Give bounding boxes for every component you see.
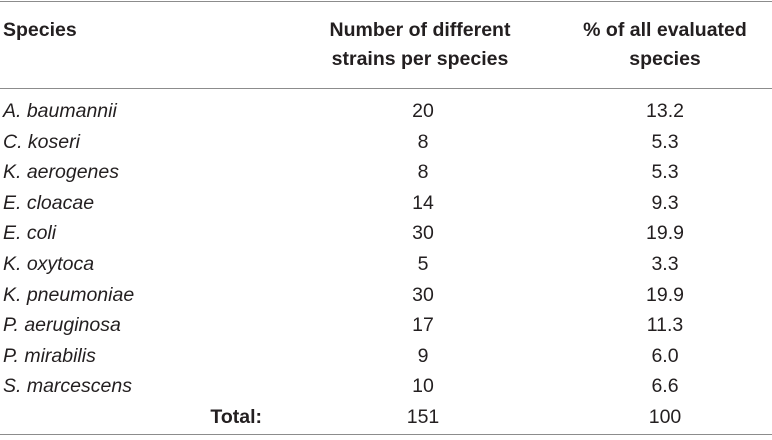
header-strains: Number of different strains per species <box>295 16 545 74</box>
percent-cell: 5.3 <box>651 130 679 153</box>
table-row: S. marcescens 10 6.6 <box>0 371 772 402</box>
percent-cell: 6.6 <box>651 375 679 398</box>
percent-cell: 19.9 <box>646 283 684 306</box>
strains-cell: 8 <box>417 130 429 153</box>
header-percent-line1: % of all evaluated <box>583 19 747 41</box>
header-species: Species <box>3 16 77 45</box>
header-strains-line2: strains per species <box>331 48 509 70</box>
table-row: E. cloacae 14 9.3 <box>0 188 772 219</box>
species-cell: S. marcescens <box>3 375 132 398</box>
table-top-rule <box>0 1 772 2</box>
strains-cell: 20 <box>412 100 434 122</box>
table-row: A. baumannii 20 13.2 <box>0 96 772 127</box>
table-bottom-rule <box>0 434 772 435</box>
total-percent-cell: 100 <box>648 405 682 428</box>
species-cell: E. cloacae <box>3 191 95 214</box>
header-species-label: Species <box>3 19 77 41</box>
total-label: Total: <box>210 405 262 428</box>
strains-cell: 30 <box>412 222 434 245</box>
species-cell: P. mirabilis <box>3 344 96 367</box>
percent-cell: 11.3 <box>646 314 684 337</box>
percent-cell: 3.3 <box>651 252 679 275</box>
species-cell: K. oxytoca <box>3 252 95 275</box>
total-row: Total: 151 100 <box>0 402 772 433</box>
strains-cell: 14 <box>412 191 434 214</box>
species-cell: E. coli <box>3 222 57 245</box>
table-row: K. aerogenes 8 5.3 <box>0 157 772 188</box>
table-row: K. oxytoca 5 3.3 <box>0 249 772 280</box>
percent-cell: 19.9 <box>646 222 684 245</box>
strains-cell: 5 <box>417 252 429 275</box>
table-row: K. pneumoniae 30 19.9 <box>0 280 772 311</box>
strains-cell: 17 <box>412 314 434 337</box>
header-percent-line2: species <box>629 48 701 70</box>
percent-cell: 5.3 <box>651 161 679 184</box>
table-row: C. koseri 8 5.3 <box>0 127 772 158</box>
header-divider-rule <box>0 88 772 89</box>
header-strains-line1: Number of different <box>329 19 511 41</box>
header-percent: % of all evaluated species <box>560 16 770 74</box>
total-strains-cell: 151 <box>406 405 440 428</box>
percent-cell: 9.3 <box>651 191 679 214</box>
table-body: A. baumannii 20 13.2 C. koseri 8 5.3 K. … <box>0 96 772 433</box>
strains-cell: 30 <box>412 283 434 306</box>
species-cell: A. baumannii <box>3 100 117 122</box>
species-cell: C. koseri <box>3 130 80 153</box>
species-cell: P. aeruginosa <box>3 314 121 337</box>
percent-cell: 13.2 <box>646 100 684 122</box>
percent-cell: 6.0 <box>651 344 679 367</box>
strains-cell: 10 <box>412 375 434 398</box>
table-row: P. aeruginosa 17 11.3 <box>0 310 772 341</box>
species-cell: K. aerogenes <box>3 161 120 184</box>
species-cell: K. pneumoniae <box>3 283 135 306</box>
strains-cell: 8 <box>417 161 429 184</box>
table-row: P. mirabilis 9 6.0 <box>0 341 772 372</box>
strains-cell: 9 <box>417 344 429 367</box>
table-row: E. coli 30 19.9 <box>0 218 772 249</box>
